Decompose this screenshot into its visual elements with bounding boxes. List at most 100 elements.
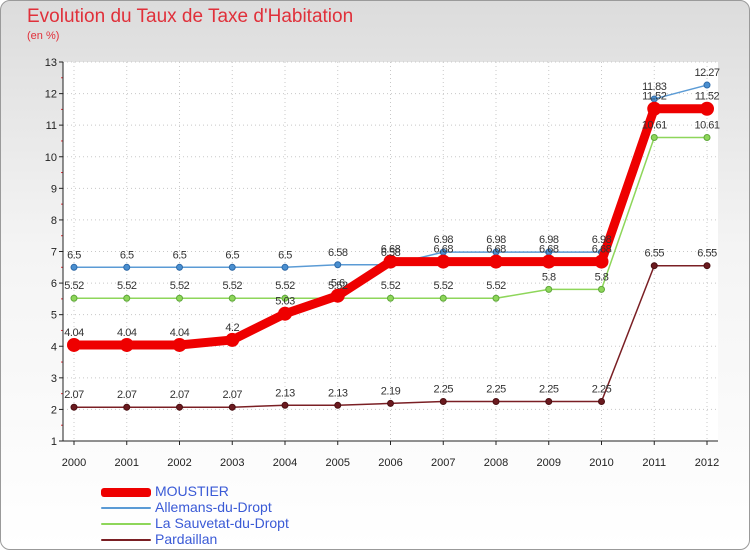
data-point-pardaillan — [439, 398, 447, 406]
data-label-allemans-du-dropt: 6.98 — [434, 234, 454, 246]
data-point-pardaillan — [545, 398, 553, 406]
x-tick-label: 2001 — [115, 457, 139, 469]
data-point-allemans-du-dropt — [281, 263, 289, 271]
x-tick-label: 2003 — [220, 457, 244, 469]
data-point-la-sauvetat-du-dropt — [492, 294, 500, 302]
data-label-pardaillan: 2.25 — [486, 384, 506, 396]
data-label-allemans-du-dropt: 6.58 — [381, 247, 401, 259]
data-point-pardaillan — [598, 398, 605, 406]
data-label-allemans-du-dropt: 6.98 — [539, 234, 559, 246]
data-point-moustier — [172, 337, 187, 352]
data-point-moustier — [330, 288, 345, 303]
data-label-pardaillan: 2.07 — [170, 389, 190, 401]
data-label-la-sauvetat-du-dropt: 5.52 — [117, 280, 137, 292]
y-tick-label: 6 — [51, 278, 57, 290]
legend-label: Pardaillan — [155, 531, 218, 547]
data-point-moustier — [119, 337, 134, 352]
data-label-pardaillan: 2.25 — [592, 384, 612, 396]
data-point-pardaillan — [703, 262, 711, 270]
data-point-moustier — [594, 254, 609, 269]
data-point-allemans-du-dropt — [228, 263, 236, 271]
legend-label: La Sauvetat-du-Dropt — [155, 515, 289, 531]
y-tick-label: 2 — [51, 404, 57, 416]
chart-title: Evolution du Taux de Taxe d'Habitation — [27, 6, 354, 27]
data-point-la-sauvetat-du-dropt — [228, 294, 236, 302]
data-point-allemans-du-dropt — [70, 263, 78, 271]
y-tick-label: 1 — [51, 436, 57, 448]
data-label-la-sauvetat-du-dropt: 10.61 — [694, 119, 719, 131]
data-label-pardaillan: 2.07 — [223, 389, 243, 401]
y-tick-label: 8 — [51, 215, 57, 227]
data-point-la-sauvetat-du-dropt — [545, 285, 553, 293]
data-label-allemans-du-dropt: 6.5 — [173, 249, 187, 261]
data-point-la-sauvetat-du-dropt — [281, 294, 289, 302]
data-label-la-sauvetat-du-dropt: 5.8 — [595, 271, 609, 283]
y-tick-label: 10 — [45, 152, 57, 164]
legend-swatch — [101, 487, 151, 497]
data-label-moustier: 6.68 — [486, 244, 506, 256]
data-label-moustier: 6.68 — [434, 244, 454, 256]
x-tick-label: 2006 — [378, 457, 402, 469]
y-tick-label: 12 — [45, 89, 57, 101]
y-tick-label: 11 — [46, 120, 57, 132]
x-tick-label: 2002 — [167, 457, 191, 469]
data-point-allemans-du-dropt — [703, 81, 711, 89]
x-tick-label: 2000 — [62, 457, 86, 469]
data-label-pardaillan: 2.07 — [117, 389, 137, 401]
y-tick-label: 5 — [51, 310, 57, 322]
data-label-pardaillan: 2.25 — [539, 384, 559, 396]
data-label-la-sauvetat-du-dropt: 5.52 — [275, 280, 295, 292]
data-point-moustier — [67, 337, 81, 352]
data-point-pardaillan — [123, 403, 131, 411]
data-label-allemans-du-dropt: 6.5 — [67, 249, 81, 261]
data-label-allemans-du-dropt: 6.98 — [486, 234, 506, 246]
data-label-la-sauvetat-du-dropt: 5.52 — [223, 280, 243, 292]
x-tick-label: 2012 — [695, 457, 719, 469]
x-tick-label: 2010 — [589, 457, 613, 469]
y-tick-label: 9 — [51, 183, 57, 195]
x-tick-label: 2009 — [537, 457, 561, 469]
x-tick-label: 2011 — [642, 457, 666, 469]
data-point-pardaillan — [650, 262, 658, 270]
data-label-la-sauvetat-du-dropt: 10.61 — [642, 119, 667, 131]
data-label-moustier: 5.03 — [275, 296, 295, 308]
chart-subtitle: (en %) — [27, 30, 60, 42]
y-tick-label: 4 — [51, 341, 57, 353]
data-point-pardaillan — [387, 399, 394, 407]
data-point-moustier — [541, 254, 556, 269]
data-label-moustier: 11.52 — [695, 91, 720, 103]
data-label-allemans-du-dropt: 6.5 — [278, 249, 292, 261]
data-point-la-sauvetat-du-dropt — [650, 133, 658, 141]
data-label-moustier: 4.04 — [64, 327, 84, 339]
data-label-allemans-du-dropt: 12.27 — [694, 67, 719, 79]
data-label-pardaillan: 2.19 — [381, 385, 401, 397]
data-point-la-sauvetat-du-dropt — [123, 294, 131, 302]
data-label-allemans-du-dropt: 6.98 — [592, 234, 612, 246]
data-point-la-sauvetat-du-dropt — [703, 133, 711, 141]
data-label-pardaillan: 2.25 — [434, 384, 454, 396]
data-label-moustier: 5.6 — [331, 278, 345, 290]
legend-swatch — [101, 523, 151, 525]
data-label-pardaillan: 2.13 — [275, 387, 295, 399]
data-point-moustier — [647, 101, 662, 116]
y-tick-label: 7 — [51, 247, 57, 259]
x-tick-label: 2008 — [484, 457, 508, 469]
data-point-pardaillan — [281, 401, 289, 409]
data-point-moustier — [436, 254, 451, 269]
data-point-pardaillan — [334, 401, 342, 409]
data-label-moustier: 6.68 — [539, 244, 559, 256]
data-label-allemans-du-dropt: 6.5 — [225, 249, 239, 261]
data-label-moustier: 6.68 — [381, 244, 401, 256]
data-point-moustier — [383, 254, 398, 269]
data-label-allemans-du-dropt: 6.5 — [120, 249, 134, 261]
data-label-pardaillan: 2.07 — [64, 389, 84, 401]
data-point-la-sauvetat-du-dropt — [598, 285, 605, 293]
data-point-la-sauvetat-du-dropt — [70, 294, 78, 302]
data-label-moustier: 4.2 — [225, 322, 239, 334]
data-point-la-sauvetat-du-dropt — [176, 294, 183, 302]
data-point-moustier — [278, 306, 292, 321]
data-label-moustier: 11.52 — [642, 91, 667, 103]
data-label-la-sauvetat-du-dropt: 5.52 — [170, 280, 190, 292]
data-point-pardaillan — [492, 398, 500, 406]
